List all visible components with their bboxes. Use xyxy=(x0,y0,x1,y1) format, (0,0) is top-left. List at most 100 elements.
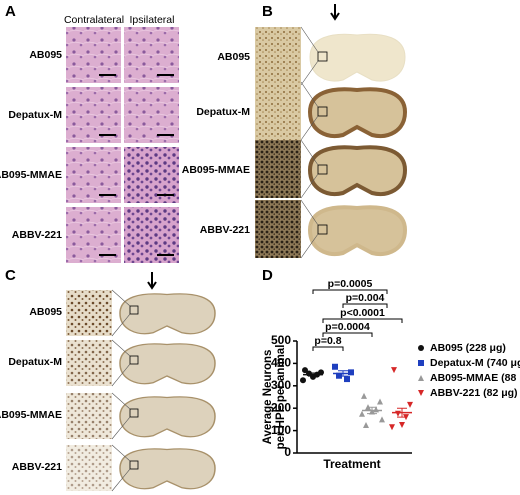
p-value: p=0.0005 xyxy=(328,278,373,290)
data-point xyxy=(361,392,367,399)
data-point xyxy=(395,410,401,417)
ihc-inset xyxy=(255,27,301,85)
inset-box xyxy=(129,408,139,418)
legend-label: AB095-MMAE (88 μg) xyxy=(430,372,520,384)
legend-marker xyxy=(418,345,424,351)
data-point xyxy=(344,376,350,383)
row-label: AB095-MMAE xyxy=(182,164,250,176)
row-label: Depatux-M xyxy=(8,356,62,368)
data-point xyxy=(348,369,354,376)
inset-box xyxy=(129,355,139,365)
legend-marker xyxy=(418,390,424,396)
significance-bracket xyxy=(342,303,388,308)
he-image xyxy=(124,147,179,203)
inset-box xyxy=(129,305,139,315)
row-label: ABBV-221 xyxy=(200,224,250,236)
row-label: ABBV-221 xyxy=(12,229,62,241)
row-label: Depatux-M xyxy=(196,106,250,118)
legend-label: ABBV-221 (82 μg) xyxy=(430,387,518,399)
row-label: AB095-MMAE xyxy=(0,169,62,181)
panel-label: A xyxy=(5,3,16,20)
data-point xyxy=(359,410,365,417)
p-value: p=0.0004 xyxy=(325,321,370,333)
row-label: Depatux-M xyxy=(8,109,62,121)
error-bar xyxy=(367,406,377,415)
data-point xyxy=(389,424,395,431)
error-bar xyxy=(397,407,407,418)
significance-bracket xyxy=(322,318,403,323)
significance-bracket xyxy=(322,332,373,337)
brain-section xyxy=(308,145,407,197)
y-tick-label: 0 xyxy=(284,445,291,459)
inset-box xyxy=(129,460,139,470)
data-point xyxy=(300,377,306,384)
y-tick-label: 400 xyxy=(271,356,291,370)
ihc-inset xyxy=(255,200,301,258)
inset-connector xyxy=(111,339,131,387)
data-point xyxy=(302,367,308,374)
inset-connector xyxy=(111,444,131,492)
neun-inset xyxy=(66,393,112,439)
data-point xyxy=(363,422,369,428)
column-header: Ipsilateral xyxy=(130,14,175,26)
panel-label: C xyxy=(5,267,16,284)
row-label: AB095 xyxy=(217,51,250,63)
inset-connector xyxy=(111,392,131,440)
ihc-inset xyxy=(255,82,301,140)
error-bar xyxy=(308,372,318,377)
panel-label: B xyxy=(262,3,273,20)
legend-label: Depatux-M (740 μg) xyxy=(430,357,520,369)
neun-inset xyxy=(66,340,112,386)
inset-connector xyxy=(300,139,319,199)
arrow xyxy=(147,272,157,290)
inset-box xyxy=(317,51,328,62)
he-image xyxy=(66,147,121,203)
he-image xyxy=(66,27,121,83)
data-point xyxy=(407,401,413,408)
significance-bracket xyxy=(312,289,388,294)
y-axis-title: per HPF per animal xyxy=(275,345,287,450)
inset-box xyxy=(317,164,328,175)
he-image xyxy=(66,207,121,263)
row-label: ABBV-221 xyxy=(12,461,62,473)
neun-inset xyxy=(66,290,112,336)
neun-inset xyxy=(66,445,112,491)
legend-marker xyxy=(418,375,424,381)
he-image xyxy=(124,207,179,263)
inset-connector xyxy=(300,199,319,259)
inset-box xyxy=(317,224,328,235)
y-tick-label: 200 xyxy=(271,400,291,414)
y-tick-label: 300 xyxy=(271,378,291,392)
inset-connector xyxy=(111,289,131,337)
row-label: AB095 xyxy=(29,306,62,318)
legend-marker xyxy=(418,360,424,366)
row-label: AB095-MMAE xyxy=(0,409,62,421)
p-value: p<0.0001 xyxy=(340,307,385,319)
panel-label: D xyxy=(262,267,273,284)
data-point xyxy=(391,367,397,374)
arrow xyxy=(330,4,340,21)
inset-box xyxy=(317,106,328,117)
data-point xyxy=(379,416,385,423)
legend-label: AB095 (228 μg) xyxy=(430,342,506,354)
ihc-inset xyxy=(255,140,301,198)
data-point xyxy=(332,363,338,370)
error-bar xyxy=(338,370,348,377)
p-value: p=0.004 xyxy=(346,292,385,304)
row-label: AB095 xyxy=(29,49,62,61)
data-point xyxy=(399,422,405,428)
brain-section xyxy=(309,33,406,82)
column-header: Contralateral xyxy=(64,14,124,26)
he-image xyxy=(124,27,179,83)
significance-bracket xyxy=(312,346,344,351)
x-axis-title: Treatment xyxy=(323,457,380,471)
data-point xyxy=(377,398,383,405)
y-axis-title: Average Neurons xyxy=(262,350,274,445)
p-value: p=0.8 xyxy=(314,335,341,347)
he-image xyxy=(124,87,179,143)
brain-section xyxy=(308,87,407,139)
y-tick-label: 500 xyxy=(271,333,291,347)
inset-connector xyxy=(300,81,319,141)
inset-connector xyxy=(300,26,319,86)
